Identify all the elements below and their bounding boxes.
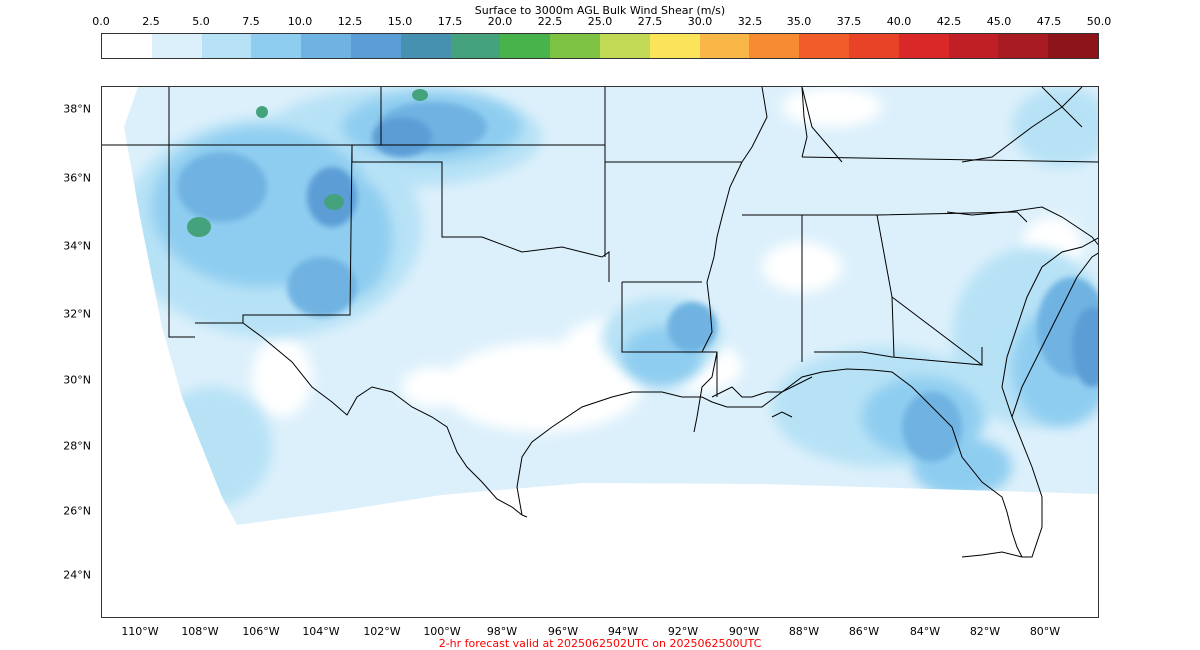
colorbar-tick: 5.0 bbox=[192, 15, 210, 28]
colorbar-bin bbox=[350, 34, 401, 58]
colorbar-tick: 30.0 bbox=[687, 15, 713, 28]
az-nm-border bbox=[168, 87, 195, 338]
lon-label: 98°W bbox=[486, 625, 518, 638]
lon-label: 80°W bbox=[1029, 625, 1061, 638]
colorbar-bin bbox=[998, 34, 1049, 58]
colorbar-bin bbox=[1048, 34, 1098, 58]
colorbar-tick: 35.0 bbox=[786, 15, 812, 28]
rio-grande bbox=[242, 322, 523, 516]
mexico-border-end bbox=[521, 514, 528, 518]
tx-la-border bbox=[621, 282, 718, 397]
lon-label: 100°W bbox=[423, 625, 461, 638]
boundaries bbox=[102, 87, 1098, 558]
lon-label: 84°W bbox=[909, 625, 941, 638]
lat-label: 30°N bbox=[63, 373, 91, 387]
shear-field-map bbox=[102, 87, 1098, 558]
colorbar-bin bbox=[799, 34, 849, 58]
colorbar-tick: 42.5 bbox=[936, 15, 962, 28]
keys-outline bbox=[771, 411, 793, 418]
colorbar-bin bbox=[550, 34, 600, 58]
lat-label: 38°N bbox=[63, 102, 91, 116]
lon-label: 90°W bbox=[728, 625, 760, 638]
colorbar-tick: 20.0 bbox=[487, 15, 513, 28]
colorbar-tick: 37.5 bbox=[836, 15, 862, 28]
colorbar-bin bbox=[898, 34, 949, 58]
va-wv-border bbox=[1041, 87, 1083, 128]
tn-ky-border bbox=[801, 156, 1098, 163]
ohio-river bbox=[801, 87, 843, 163]
colorbar-tick: 27.5 bbox=[637, 15, 663, 28]
colorbar-tick: 2.5 bbox=[142, 15, 160, 28]
lat-label: 36°N bbox=[63, 171, 91, 185]
colorbar-tick: 50.0 bbox=[1086, 15, 1112, 28]
colorbar-tick: 32.5 bbox=[737, 15, 763, 28]
colorbar-bin bbox=[301, 34, 351, 58]
colorbar-tick: 17.5 bbox=[437, 15, 463, 28]
colorbar-bin bbox=[749, 34, 800, 58]
colorbar-bin bbox=[102, 34, 152, 58]
lat-label: 32°N bbox=[63, 307, 91, 321]
al-fl-border bbox=[814, 351, 983, 366]
upper-mississippi bbox=[741, 87, 768, 163]
lon-label: 106°W bbox=[242, 625, 280, 638]
ga-tn-border bbox=[876, 211, 1028, 223]
lat-label: 26°N bbox=[63, 504, 91, 518]
colorbar-bin bbox=[450, 34, 501, 58]
colorbar-tick: 22.5 bbox=[537, 15, 563, 28]
lon-label: 104°W bbox=[302, 625, 340, 638]
colorbar-tick: 40.0 bbox=[886, 15, 912, 28]
al-ga-border bbox=[802, 214, 895, 358]
colorbar-tick: 10.0 bbox=[287, 15, 313, 28]
lat-label: 24°N bbox=[63, 568, 91, 582]
colorbar-bin bbox=[201, 34, 252, 58]
colorbar-bin bbox=[500, 34, 551, 58]
colorbar-tick: 45.0 bbox=[986, 15, 1012, 28]
louisiana-coast bbox=[711, 376, 813, 398]
atlantic-coast bbox=[1011, 252, 1098, 418]
lon-label: 96°W bbox=[547, 625, 579, 638]
forecast-valid-caption: 2-hr forecast valid at 2025062502UTC on … bbox=[438, 637, 762, 650]
colorbar bbox=[101, 33, 1099, 59]
va-border bbox=[961, 87, 1083, 163]
lon-label: 110°W bbox=[121, 625, 159, 638]
lat-label: 28°N bbox=[63, 439, 91, 453]
colorbar-bin bbox=[699, 34, 750, 58]
colorbar-bin bbox=[848, 34, 899, 58]
ky-border bbox=[801, 87, 808, 158]
lon-label: 82°W bbox=[969, 625, 1001, 638]
colorbar-tick: 25.0 bbox=[587, 15, 613, 28]
lon-label: 108°W bbox=[181, 625, 219, 638]
colorbar-bin bbox=[151, 34, 202, 58]
lon-label: 88°W bbox=[788, 625, 820, 638]
colorbar-bin bbox=[649, 34, 700, 58]
colorbar-tick: 15.0 bbox=[387, 15, 413, 28]
lon-label: 102°W bbox=[363, 625, 401, 638]
colorbar-bin bbox=[400, 34, 451, 58]
lat-label: 34°N bbox=[63, 239, 91, 253]
lon-label: 94°W bbox=[607, 625, 639, 638]
tx-nm-border bbox=[242, 144, 353, 323]
florida-keys bbox=[961, 551, 1023, 558]
shading-layer bbox=[124, 87, 1098, 525]
sc-nc-border bbox=[946, 206, 1098, 246]
ms-river bbox=[693, 351, 718, 433]
gulf-atlantic-coastline bbox=[516, 237, 1098, 558]
colorbar-tick: 47.5 bbox=[1036, 15, 1062, 28]
map-panel bbox=[101, 86, 1099, 618]
colorbar-bin bbox=[599, 34, 650, 58]
colorbar-tick: 0.0 bbox=[92, 15, 110, 28]
lon-label: 92°W bbox=[667, 625, 699, 638]
lon-label: 86°W bbox=[848, 625, 880, 638]
peak-shear-spots bbox=[187, 89, 428, 237]
colorbar-tick: 7.5 bbox=[242, 15, 260, 28]
mississippi-river bbox=[701, 161, 743, 353]
colorbar-tick: 12.5 bbox=[337, 15, 363, 28]
colorbar-bin bbox=[948, 34, 999, 58]
colorbar-bin bbox=[251, 34, 302, 58]
map-title: Surface to 3000m AGL Bulk Wind Shear (m/… bbox=[474, 4, 726, 17]
